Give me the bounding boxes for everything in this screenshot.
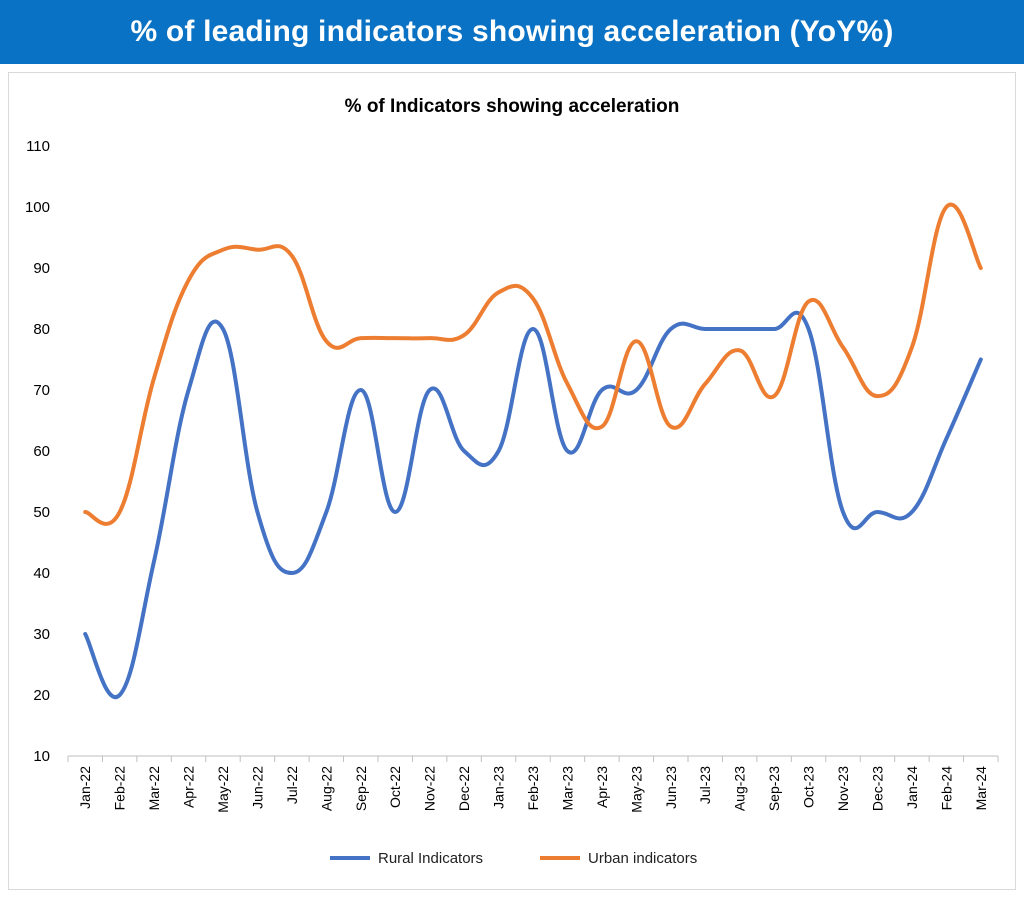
x-tick-label: Aug-23 (732, 766, 748, 811)
y-tick-label: 20 (33, 687, 50, 704)
chart-area (8, 72, 1016, 890)
x-tick-label: Oct-22 (387, 766, 403, 808)
x-tick-label: Jun-22 (249, 766, 265, 809)
y-tick-label: 80 (33, 321, 50, 338)
title-banner: % of leading indicators showing accelera… (0, 0, 1024, 64)
y-tick-label: 30 (33, 626, 50, 643)
y-tick-label: 70 (33, 382, 50, 399)
x-tick-label: Dec-23 (869, 766, 885, 811)
y-tick-label: 40 (33, 565, 50, 582)
chart-legend[interactable]: Rural Indicators Urban indicators (330, 850, 697, 867)
x-tick-label: Aug-22 (318, 766, 334, 811)
banner-title: % of leading indicators showing accelera… (130, 15, 894, 48)
x-tick-label: Mar-23 (559, 766, 575, 811)
x-tick-label: Apr-22 (181, 766, 197, 808)
y-tick-label: 100 (25, 199, 50, 216)
x-tick-label: Feb-22 (112, 766, 128, 811)
series-line-rural (83, 310, 983, 700)
x-tick-label: Jul-22 (284, 766, 300, 804)
x-tick-label: Sep-22 (353, 766, 369, 811)
x-tick-label: Nov-22 (422, 766, 438, 811)
x-tick-label: Jan-22 (77, 766, 93, 809)
x-tick-label: Jun-23 (663, 766, 679, 809)
series-line-urban (83, 202, 983, 526)
legend-label: Rural Indicators (378, 850, 483, 867)
chart-axes: 10 20 30 40 50 60 70 80 90 100 110 Jan-22 Feb-22 Mar-… (25, 138, 999, 813)
x-tick-label: Apr-23 (594, 766, 610, 808)
x-tick-label: Mar-24 (973, 766, 989, 811)
x-tick-label: Dec-22 (456, 766, 472, 811)
y-tick-label: 50 (33, 504, 50, 521)
y-tick-label: 90 (33, 260, 50, 277)
y-tick-label: 10 (33, 748, 50, 765)
x-tick-label: May-23 (628, 766, 644, 813)
x-tick-label: Jan-24 (904, 766, 920, 809)
series-layer (83, 202, 983, 700)
legend-label: Urban indicators (588, 850, 697, 867)
x-tick-label: Nov-23 (835, 766, 851, 811)
chart-title: % of Indicators showing acceleration (345, 96, 680, 117)
x-tick-label: Feb-23 (525, 766, 541, 811)
x-tick-label: Jan-23 (491, 766, 507, 809)
x-tick-label: Jul-23 (697, 766, 713, 804)
y-tick-label: 110 (26, 138, 50, 155)
x-tick-label: Mar-22 (146, 766, 162, 811)
y-tick-label: 60 (33, 443, 50, 460)
x-tick-label: Oct-23 (801, 766, 817, 808)
x-tick-label: May-22 (215, 766, 231, 813)
x-tick-label: Sep-23 (766, 766, 782, 811)
x-tick-label: Feb-24 (938, 766, 954, 811)
